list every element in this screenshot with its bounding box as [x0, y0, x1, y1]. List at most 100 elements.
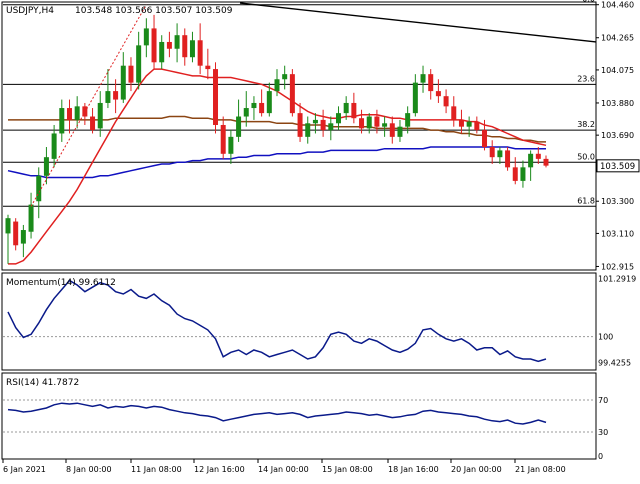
candle-body	[166, 41, 172, 49]
candlestick[interactable]	[435, 79, 441, 103]
candlestick[interactable]	[497, 147, 503, 164]
candlestick[interactable]	[312, 113, 318, 134]
candlestick[interactable]	[482, 119, 488, 151]
candlestick[interactable]	[359, 109, 365, 134]
candlestick[interactable]	[36, 167, 42, 219]
candlestick[interactable]	[13, 218, 19, 251]
candlestick[interactable]	[320, 109, 326, 137]
candlestick[interactable]	[136, 31, 142, 90]
candle-body	[382, 123, 388, 127]
candle-body	[528, 153, 534, 168]
candlestick[interactable]	[528, 150, 534, 181]
candle-body	[143, 28, 149, 46]
candlestick[interactable]	[174, 23, 180, 63]
ma-slow-line[interactable]	[7, 146, 546, 179]
candle-body	[259, 102, 265, 114]
candlestick[interactable]	[105, 69, 111, 109]
rsi-series[interactable]	[7, 402, 547, 425]
candlestick[interactable]	[397, 119, 403, 142]
momentum-tick-label: 99.4255	[598, 358, 631, 367]
candle-body	[512, 167, 518, 181]
candlestick[interactable]	[428, 69, 434, 100]
candlestick[interactable]	[43, 147, 49, 185]
candle-body	[59, 108, 65, 134]
candlestick[interactable]	[236, 99, 242, 142]
candlestick[interactable]	[159, 35, 165, 70]
candlestick[interactable]	[289, 69, 295, 117]
candlestick[interactable]	[228, 130, 234, 164]
candlestick[interactable]	[297, 102, 303, 142]
candlestick[interactable]	[343, 96, 349, 120]
candlestick[interactable]	[412, 74, 418, 117]
candle-body	[243, 108, 249, 117]
candlestick[interactable]	[489, 140, 495, 164]
candlestick[interactable]	[305, 116, 311, 144]
candlestick[interactable]	[474, 116, 480, 134]
candlestick[interactable]	[182, 28, 188, 66]
candle-body	[189, 40, 195, 58]
candlestick[interactable]	[335, 106, 341, 131]
candlestick[interactable]	[266, 82, 272, 117]
candlestick[interactable]	[512, 157, 518, 185]
candle-body	[443, 96, 449, 107]
candlestick[interactable]	[366, 113, 372, 134]
candlestick[interactable]	[505, 147, 511, 171]
candlestick[interactable]	[443, 89, 449, 114]
candlestick[interactable]	[374, 109, 380, 134]
candlestick[interactable]	[328, 116, 334, 141]
candlestick[interactable]	[66, 99, 72, 134]
candlestick[interactable]	[90, 108, 96, 134]
time-tick-label: 15 Jan 08:00	[322, 465, 373, 474]
candlestick[interactable]	[97, 91, 103, 137]
candle-body	[474, 121, 480, 131]
candlestick[interactable]	[205, 48, 211, 80]
candlestick[interactable]	[466, 116, 472, 137]
candlestick[interactable]	[351, 92, 357, 124]
candlestick[interactable]	[520, 160, 526, 188]
candlestick[interactable]	[382, 116, 388, 137]
rsi-pane[interactable]	[1, 372, 597, 460]
candle-body	[174, 35, 180, 49]
candlestick[interactable]	[20, 224, 26, 258]
candlestick[interactable]	[543, 155, 549, 168]
candle-body	[220, 124, 226, 154]
candlestick[interactable]	[189, 31, 195, 63]
candle-body	[297, 113, 303, 137]
candlestick[interactable]	[405, 106, 411, 134]
momentum-series[interactable]	[7, 279, 547, 363]
candlestick[interactable]	[197, 23, 203, 75]
time-tick-label: 8 Jan 00:00	[66, 465, 112, 474]
candlestick[interactable]	[274, 69, 280, 97]
candlestick[interactable]	[251, 96, 257, 120]
candlestick[interactable]	[74, 96, 80, 129]
candlestick[interactable]	[451, 96, 457, 127]
candlestick[interactable]	[420, 65, 426, 93]
ma-mid-line[interactable]	[8, 115, 546, 143]
candlestick[interactable]	[282, 65, 288, 90]
fibonacci-anchor-line[interactable]	[30, 4, 147, 207]
candlestick[interactable]	[243, 91, 249, 127]
candlestick[interactable]	[5, 214, 11, 264]
candlestick[interactable]	[389, 116, 395, 144]
candlestick[interactable]	[59, 99, 65, 142]
candlestick[interactable]	[113, 79, 119, 114]
trend-line[interactable]	[239, 2, 597, 43]
candlestick[interactable]	[213, 62, 219, 134]
candle-body	[282, 74, 288, 80]
candlestick[interactable]	[28, 192, 34, 239]
candlestick[interactable]	[458, 109, 464, 134]
candlestick[interactable]	[143, 18, 149, 58]
candle-body	[405, 113, 411, 127]
candlestick[interactable]	[259, 89, 265, 117]
candlestick[interactable]	[128, 57, 134, 92]
candle-body	[305, 123, 311, 137]
candlestick[interactable]	[166, 31, 172, 58]
candlestick[interactable]	[120, 52, 126, 103]
candlestick[interactable]	[51, 124, 57, 168]
candlestick[interactable]	[151, 14, 157, 70]
candlestick[interactable]	[535, 147, 541, 164]
candlestick[interactable]	[220, 116, 226, 159]
time-axis: 6 Jan 2021 8 Jan 00:00 11 Jan 08:00 12 Jan …	[2, 459, 566, 474]
candle-body	[120, 65, 126, 100]
